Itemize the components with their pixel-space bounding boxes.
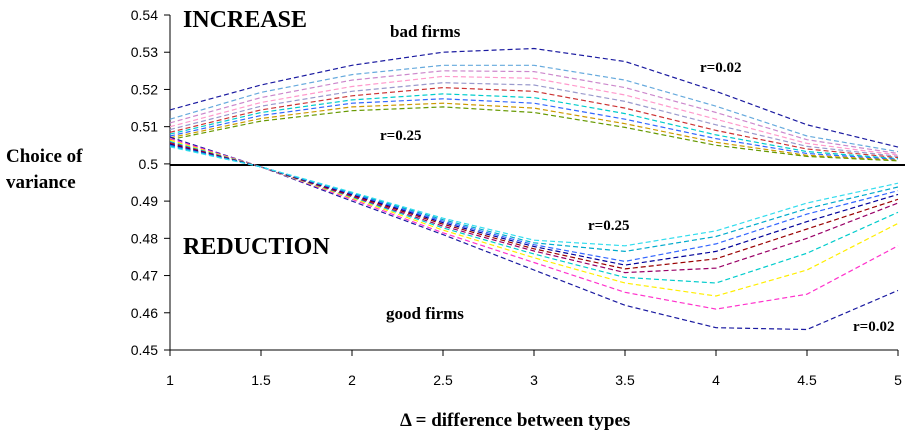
x-tick-label: 1.5 xyxy=(251,372,271,388)
good-firms-label: good firms xyxy=(386,304,464,323)
series-line-bad-6 xyxy=(169,93,899,160)
series-line-bad-0 xyxy=(169,47,899,148)
y-tick-label: 0.48 xyxy=(131,230,158,246)
series-line-bad-3 xyxy=(169,75,899,156)
series-line-good-19 xyxy=(169,146,899,247)
y-tick-label: 0.52 xyxy=(131,81,158,97)
bad-r-top-label: r=0.02 xyxy=(700,60,741,76)
series-line-bad-7 xyxy=(169,98,899,160)
x-tick-label: 3 xyxy=(530,372,538,388)
bad-r-bottom-label: r=0.25 xyxy=(380,128,421,144)
x-tick-label: 2 xyxy=(348,372,356,388)
y-tick-label: 0.54 xyxy=(131,7,158,23)
good-r-bottom-label: r=0.02 xyxy=(853,319,894,335)
series-line-good-11 xyxy=(169,138,899,310)
bad-firms-label: bad firms xyxy=(390,22,461,41)
x-tick-label: 5 xyxy=(894,372,902,388)
y-ticks: 0.45 0.46 0.47 0.48 0.49 0.5 0.51 0.52 0.53 0.54 xyxy=(131,7,170,358)
y-tick-label: 0.47 xyxy=(131,268,158,284)
y-tick-label: 0.53 xyxy=(131,44,158,60)
x-tick-label: 2.5 xyxy=(433,372,453,388)
x-tick-label: 3.5 xyxy=(615,372,635,388)
y-tick-label: 0.51 xyxy=(131,119,158,135)
series-line-good-10 xyxy=(169,136,899,331)
series-line-bad-5 xyxy=(169,86,899,159)
reduction-label: REDUCTION xyxy=(183,234,330,260)
y-axis-title-line1: Choice of xyxy=(6,146,83,167)
series-line-good-17 xyxy=(169,144,899,263)
series-line-good-12 xyxy=(169,139,899,297)
series-line-good-16 xyxy=(169,143,899,266)
x-tick-label: 4 xyxy=(712,372,720,388)
good-r-top-label: r=0.25 xyxy=(588,218,629,234)
series-line-bad-4 xyxy=(169,82,899,157)
series-line-bad-1 xyxy=(169,64,899,153)
y-axis-title-line2: variance xyxy=(6,172,76,193)
series-line-good-15 xyxy=(169,143,899,270)
series-line-good-13 xyxy=(169,141,899,284)
series-layer xyxy=(169,47,899,331)
increase-label: INCREASE xyxy=(183,7,307,33)
series-line-bad-8 xyxy=(169,102,899,161)
x-tick-label: 1 xyxy=(166,372,174,388)
y-tick-label: 0.46 xyxy=(131,305,158,321)
x-axis-title: Δ = difference between types xyxy=(400,410,630,431)
series-line-bad-2 xyxy=(169,70,899,155)
y-tick-label: 0.45 xyxy=(131,342,158,358)
series-line-good-14 xyxy=(169,142,899,274)
y-tick-label: 0.49 xyxy=(131,193,158,209)
x-ticks: 1 1.5 2 2.5 3 3.5 4 4.5 5 xyxy=(166,350,902,388)
y-tick-label: 0.5 xyxy=(139,156,159,172)
series-line-bad-9 xyxy=(169,106,899,162)
x-tick-label: 4.5 xyxy=(797,372,817,388)
